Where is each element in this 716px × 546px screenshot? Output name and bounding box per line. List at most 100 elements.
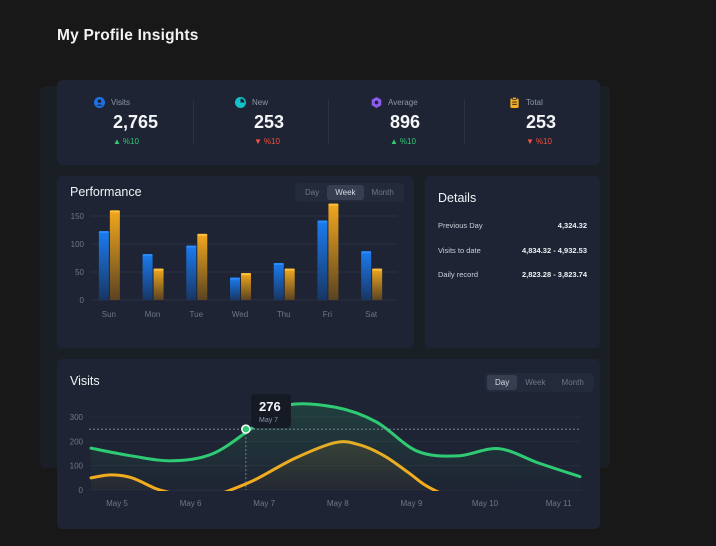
bar-orange-wed (241, 273, 251, 300)
tooltip-box (251, 394, 291, 428)
x-tick-label: Sun (102, 310, 116, 319)
page-title: My Profile Insights (57, 27, 199, 44)
bar-blue-wed (230, 277, 240, 300)
bar-cap-orange (153, 268, 164, 271)
x-tick-label: Tue (190, 310, 204, 319)
x-tick-label: Mon (145, 310, 161, 319)
plot-area (89, 402, 582, 491)
performance-range-day[interactable]: Day (305, 188, 320, 197)
performance-range-toggle: Day Week Month (295, 183, 404, 202)
bar-cap-orange (328, 203, 339, 206)
tooltip-label: May 7 (259, 417, 278, 424)
area-green (91, 403, 580, 490)
stat-delta: ▲ %10 (113, 137, 139, 146)
bar-cap-orange (284, 268, 295, 271)
visits-line-chart: 0 100 200 300 May 5 May 6 May 7 May 8 May 9 May 1… (70, 394, 582, 508)
stat-delta: ▼ %10 (526, 137, 552, 146)
details-title: Details (438, 191, 477, 205)
bar-cap-orange (241, 273, 251, 276)
divider (464, 100, 465, 145)
visits-card: Visits Day Week Month 0 100 200 300 May 5 May… (57, 359, 600, 529)
stat-delta-text: %10 (535, 137, 552, 146)
stat-value: 896 (390, 112, 421, 132)
stat-label: New (252, 98, 269, 107)
detail-label: Previous Day (438, 221, 483, 230)
stat-visits-header: Visits (94, 97, 130, 108)
x-tick-label: May 5 (106, 499, 128, 508)
stat-average: Average 896 ▲ %10 (371, 80, 506, 165)
y-tick-label: 0 (79, 486, 84, 495)
bar-cap-blue (230, 277, 240, 280)
divider (328, 100, 329, 145)
x-tick-label: Wed (232, 310, 248, 319)
stat-label: Visits (111, 98, 130, 107)
stat-delta-text: %10 (399, 137, 416, 146)
bar-blue-thu (273, 263, 284, 300)
visits-range-toggle: Day Week Month (485, 373, 594, 392)
x-tick-label: May 6 (180, 499, 202, 508)
stat-average-header: Average (371, 97, 418, 108)
y-tick-label: 300 (70, 413, 84, 422)
stat-new-header: New (235, 97, 268, 108)
performance-range-month[interactable]: Month (371, 188, 394, 197)
trend-up-icon: ▲ (390, 137, 398, 146)
x-tick-label: Fri (323, 310, 333, 319)
x-tick-label: May 11 (546, 499, 572, 508)
stats-card: Visits 2,765 ▲ %10 New 253 ▼ %10 (57, 80, 600, 165)
bar-cap-blue (142, 254, 153, 257)
visits-range-week[interactable]: Week (525, 378, 546, 387)
bar-cap-orange (109, 210, 120, 213)
gear-icon (371, 97, 382, 108)
stat-delta: ▼ %10 (254, 137, 280, 146)
bar-cap-blue (361, 251, 372, 254)
stat-total: Total 253 ▼ %10 (509, 80, 644, 165)
x-tick-label: Thu (277, 310, 291, 319)
divider (193, 100, 194, 145)
detail-row-previous-day: Previous Day 4,324.32 (438, 221, 587, 230)
line-green (89, 402, 582, 479)
hover-point (241, 424, 251, 434)
stat-visits: Visits 2,765 ▲ %10 (94, 80, 229, 165)
bar-blue-sat (361, 251, 372, 300)
trend-down-icon: ▼ (526, 137, 534, 146)
performance-range-week[interactable]: Week (327, 185, 364, 200)
y-tick-label: 150 (71, 212, 85, 221)
bar-orange-fri (328, 203, 339, 300)
clipboard-icon (510, 97, 519, 108)
y-tick-label: 200 (70, 437, 84, 446)
x-tick-label: May 8 (327, 499, 349, 508)
stat-value: 2,765 (113, 112, 159, 132)
detail-value: 4,834.32 - 4,932.53 (521, 246, 587, 255)
trend-down-icon: ▼ (254, 137, 262, 146)
stat-label: Total (526, 98, 543, 107)
tooltip-value: 276 (259, 399, 281, 414)
stat-value: 253 (254, 112, 285, 132)
bar-cap-blue (317, 220, 328, 223)
bar-blue-tue (186, 245, 197, 300)
visits-range-day[interactable]: Day (487, 375, 518, 390)
bar-cap-blue (186, 245, 197, 248)
visits-title: Visits (70, 374, 100, 388)
tooltip: 276 May 7 (251, 394, 291, 428)
trend-up-icon: ▲ (113, 137, 121, 146)
y-tick-label: 100 (71, 240, 85, 249)
bar-orange-mon (153, 268, 164, 300)
bar-cap-orange (197, 233, 208, 236)
performance-title: Performance (70, 185, 142, 199)
stat-total-header: Total (509, 97, 543, 108)
detail-row-daily-record: Daily record 2,823.28 - 3,823.74 (438, 270, 587, 279)
stat-delta: ▲ %10 (390, 137, 416, 146)
bar-orange-sun (109, 210, 120, 300)
visits-range-month[interactable]: Month (561, 378, 584, 387)
bar-orange-thu (284, 268, 295, 300)
bar-blue-sun (98, 231, 109, 300)
stat-delta-text: %10 (122, 137, 139, 146)
stat-new: New 253 ▼ %10 (235, 80, 370, 165)
bar-orange-tue (197, 233, 208, 300)
details-card: Details Previous Day 4,324.32 Visits to … (425, 176, 600, 348)
stat-label: Average (388, 98, 418, 107)
detail-label: Daily record (438, 270, 479, 279)
x-tick-label: Sat (365, 310, 378, 319)
performance-card: Performance Day Week Month 0 50 100 150 Sun M… (57, 176, 414, 348)
x-tick-label: May 10 (472, 499, 499, 508)
